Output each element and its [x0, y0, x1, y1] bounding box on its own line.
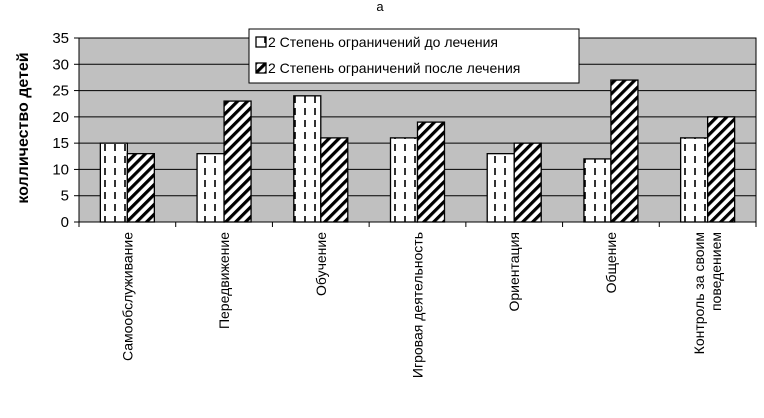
legend-label: 2 Степень ограничений до лечения — [268, 34, 498, 50]
bar-after — [706, 116, 736, 223]
y-tick-labels: 0 5 10 15 20 25 30 35 — [52, 30, 69, 231]
x-category-labels: Самообслуживание Передвижение Обучение Игро… — [119, 232, 724, 378]
y-tick-label: 20 — [52, 109, 69, 126]
bar-before — [486, 153, 515, 223]
bar-before — [389, 137, 419, 223]
bar-after — [223, 100, 252, 223]
x-category-label: Обучение — [313, 232, 329, 296]
bar-after — [610, 79, 639, 223]
bar-before — [583, 158, 612, 223]
y-axis-title: колличество детей — [15, 52, 32, 203]
bar-after — [320, 137, 349, 223]
bar-before — [99, 142, 129, 223]
chart-title: а — [376, 0, 384, 14]
x-category-label: Самообслуживание — [119, 232, 135, 361]
axes — [74, 37, 757, 227]
y-tick-label: 35 — [52, 30, 69, 47]
legend: 2 Степень ограничений до лечения 2 Степен… — [248, 28, 580, 84]
y-tick-label: 10 — [52, 161, 69, 178]
x-category-label: Контроль за своим — [691, 232, 707, 354]
legend-box — [248, 28, 580, 84]
legend-swatch — [255, 62, 267, 74]
bar-before — [196, 153, 225, 223]
x-category-label: Ориентация — [506, 232, 522, 311]
y-tick-label: 15 — [52, 135, 69, 152]
bar-before — [293, 95, 322, 223]
bar-before — [679, 137, 709, 223]
bar-after — [126, 153, 156, 223]
y-tick-label: 25 — [52, 83, 69, 100]
bar-after — [513, 142, 542, 223]
x-category-label: поведением — [708, 232, 724, 311]
bar-after — [416, 121, 446, 223]
legend-swatch — [255, 36, 267, 48]
y-tick-label: 0 — [61, 214, 69, 231]
legend-label: 2 Степень ограничений после лечения — [268, 60, 520, 76]
x-category-label: Игровая деятельность — [410, 232, 426, 378]
y-tick-label: 5 — [61, 188, 69, 205]
x-category-label: Общение — [603, 232, 619, 294]
bars — [99, 79, 736, 223]
y-tick-label: 30 — [52, 56, 69, 73]
x-category-label: Передвижение — [216, 232, 232, 329]
